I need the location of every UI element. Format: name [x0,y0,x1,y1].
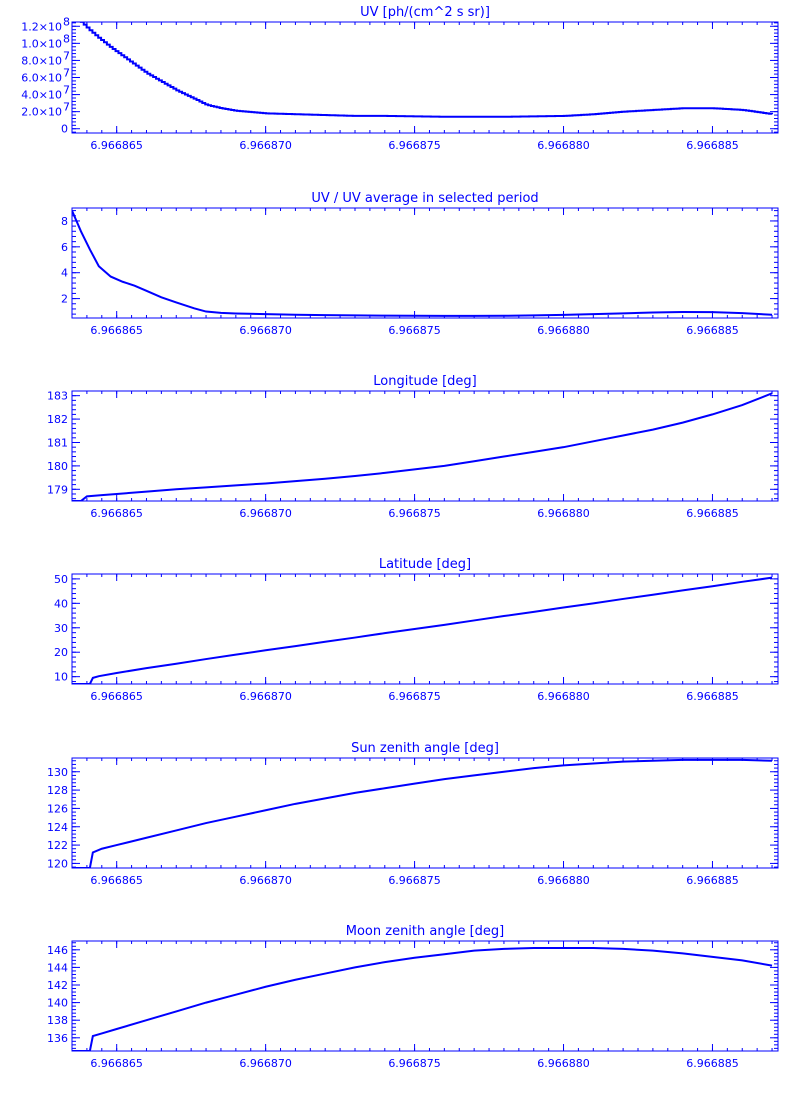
y-tick-label: 50 [54,573,68,586]
x-tick-label: 6.966880 [537,139,590,152]
series-line [72,758,773,868]
y-tick-label: 1.2×10 [21,20,62,33]
panel-1-title: UV [ph/(cm^2 s sr)] [360,5,490,20]
y-tick-label: 120 [47,857,68,870]
y-tick-label: 4 [61,267,68,280]
x-tick-label: 6.966865 [90,507,143,520]
plot-frame [71,573,779,685]
x-tick-label: 6.966885 [686,1057,739,1070]
panel-1: UV [ph/(cm^2 s sr)] 6.966865 6.966870 6.966… [21,5,779,152]
panel-6-title: Moon zenith angle [deg] [346,924,504,939]
x-tick-label: 6.966870 [239,690,292,703]
x-tick-label: 6.966880 [537,690,590,703]
y-tick-label: 182 [47,413,68,426]
x-tick-label: 6.966875 [388,324,441,337]
y-tick-label: 140 [47,997,68,1010]
panel-2-title: UV / UV average in selected period [311,191,538,206]
panel-5: Sun zenith angle [deg] 6.966865 6.966870 6.… [47,741,779,887]
y-tick-label: 126 [47,802,68,815]
x-tick-label: 6.966865 [90,690,143,703]
y-tick-label: 142 [47,979,68,992]
x-tick-label: 6.966870 [239,874,292,887]
series-line [72,947,773,1051]
y-tick-exponent: 7 [63,101,70,114]
x-tick-label: 6.966865 [90,139,143,152]
y-tick-label: 146 [47,944,68,957]
x-tick-label: 6.966865 [90,874,143,887]
y-tick-label: 10 [54,671,68,684]
x-tick-label: 6.966875 [388,1057,441,1070]
x-tick-label: 6.966875 [388,874,441,887]
y-tick-label: 8.0×10 [21,54,62,67]
x-tick-label: 6.966885 [686,139,739,152]
panel-4: Latitude [deg] 6.966865 6.966870 6.966875 6.… [54,557,779,703]
y-tick-exponent: 7 [63,49,70,62]
y-tick-label: 124 [47,821,68,834]
y-tick-label: 136 [47,1032,68,1045]
series-line [72,210,773,317]
plot-frame [71,940,779,1052]
x-tick-label: 6.966885 [686,874,739,887]
series-line [72,392,773,501]
x-tick-label: 6.966880 [537,1057,590,1070]
y-tick-label: 6 [61,241,68,254]
x-tick-label: 6.966865 [90,324,143,337]
series-line [79,22,774,118]
y-tick-label: 181 [47,436,68,449]
series-line [72,576,773,684]
y-tick-label: 40 [54,597,68,610]
y-tick-label: 8 [61,215,68,228]
x-tick-label: 6.966885 [686,690,739,703]
x-tick-label: 6.966880 [537,324,590,337]
x-tick-label: 6.966870 [239,507,292,520]
panel-4-title: Latitude [deg] [379,557,471,572]
y-tick-label: 130 [47,766,68,779]
y-tick-label: 1.0×10 [21,37,62,50]
panel-3: Longitude [deg] 6.966865 6.966870 6.966875 6… [47,374,779,520]
y-tick-label: 4.0×10 [21,89,62,102]
y-tick-label: 122 [47,839,68,852]
y-tick-exponent: 7 [63,84,70,97]
y-tick-label: 180 [47,460,68,473]
x-tick-label: 6.966880 [537,874,590,887]
x-tick-label: 6.966885 [686,507,739,520]
x-tick-label: 6.966875 [388,507,441,520]
y-tick-label: 0 [61,123,68,136]
x-tick-label: 6.966870 [239,139,292,152]
x-tick-label: 6.966870 [239,1057,292,1070]
plot-frame [71,390,779,502]
panel-6: Moon zenith angle [deg] 6.966865 6.966870 6… [47,924,779,1070]
x-tick-label: 6.966875 [388,139,441,152]
x-tick-label: 6.966875 [388,690,441,703]
x-tick-label: 6.966880 [537,507,590,520]
panel-5-title: Sun zenith angle [deg] [351,741,499,756]
y-tick-exponent: 8 [63,32,70,45]
y-tick-exponent: 8 [63,15,70,28]
x-tick-label: 6.966885 [686,324,739,337]
y-tick-label: 138 [47,1014,68,1027]
y-tick-label: 128 [47,784,68,797]
y-tick-label: 6.0×10 [21,72,62,85]
panel-3-title: Longitude [deg] [373,374,476,389]
x-tick-label: 6.966865 [90,1057,143,1070]
y-tick-label: 30 [54,622,68,635]
y-tick-label: 20 [54,646,68,659]
plot-frame [71,207,779,319]
plot-frame [71,757,779,869]
x-tick-label: 6.966870 [239,324,292,337]
y-tick-exponent: 7 [63,67,70,80]
y-tick-label: 183 [47,390,68,403]
y-tick-label: 2.0×10 [21,106,62,119]
y-tick-label: 144 [47,961,68,974]
y-tick-label: 179 [47,483,68,496]
panel-2: UV / UV average in selected period 6.9668… [61,191,779,337]
y-tick-label: 2 [61,293,68,306]
